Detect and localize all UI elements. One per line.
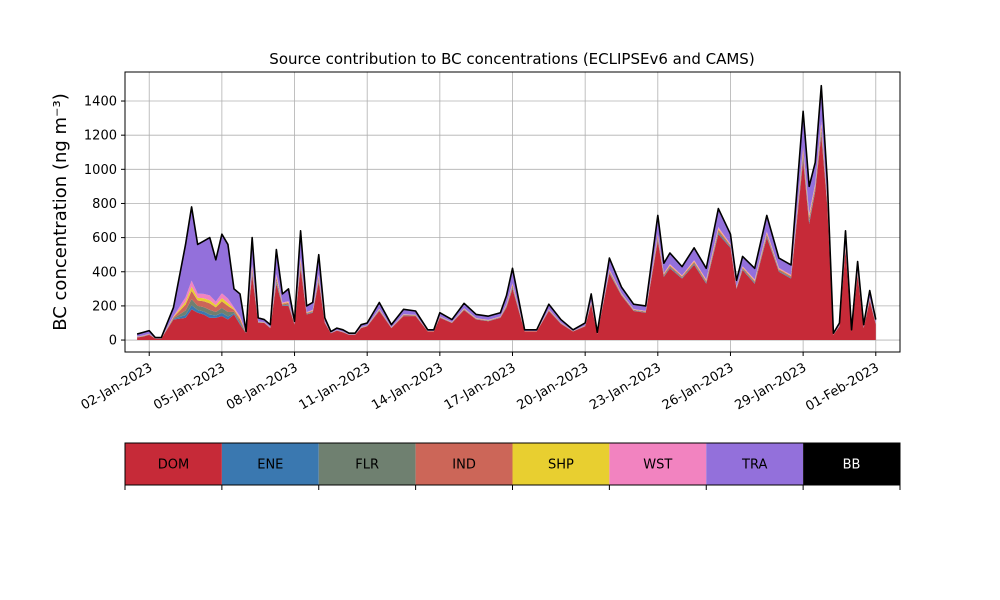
y-tick-label: 0 [109,334,117,349]
legend-label: WST [643,458,672,473]
legend-swatch [125,443,222,485]
y-tick-label: 1400 [84,95,117,110]
y-axis: 0 200 400 600 800 1000 1200 1400 [84,95,125,349]
legend-label: ENE [257,458,283,473]
legend-label: BB [843,458,861,473]
area-dom [137,135,876,341]
y-tick-label: 600 [92,231,117,246]
legend-label: IND [452,458,476,473]
x-tick-label: 02-Jan-2023 [79,360,156,413]
x-tick-label: 14-Jan-2023 [369,360,446,413]
legend-swatch [803,443,900,485]
legend-label: SHP [548,458,574,473]
x-tick-label: 05-Jan-2023 [151,360,228,413]
legend: DOM ENE FLR IND SHP WST TRA BB [124,442,901,490]
x-tick-label: 20-Jan-2023 [515,360,592,413]
x-tick-label: 01-Feb-2023 [803,360,882,414]
legend-label: TRA [741,458,767,473]
y-tick-label: 200 [92,299,117,314]
y-axis-label: BC concentration (ng m⁻³) [50,93,71,331]
legend-label: FLR [355,458,379,473]
x-tick-label: 11-Jan-2023 [297,360,374,413]
x-tick-label: 23-Jan-2023 [587,360,664,413]
legend-swatch [318,443,416,485]
legend-label: DOM [158,458,189,473]
x-tick-label: 08-Jan-2023 [224,360,301,413]
x-axis: 02-Jan-202305-Jan-202308-Jan-202311-Jan-… [79,352,882,414]
x-tick-label: 26-Jan-2023 [660,360,737,413]
legend-swatch [512,443,610,485]
chart-title: Source contribution to BC concentrations… [269,50,754,68]
legend-swatch [415,443,513,485]
y-tick-label: 400 [92,265,117,280]
legend-swatch [706,443,804,485]
y-tick-label: 800 [92,197,117,212]
legend-swatch [609,443,707,485]
x-tick-label: 17-Jan-2023 [442,360,519,413]
series-line-bb [136,84,877,339]
legend-swatch [221,443,319,485]
plot-area [136,84,877,341]
x-tick-label: 29-Jan-2023 [733,360,810,413]
y-tick-label: 1200 [84,129,117,144]
y-tick-label: 1000 [84,163,117,178]
